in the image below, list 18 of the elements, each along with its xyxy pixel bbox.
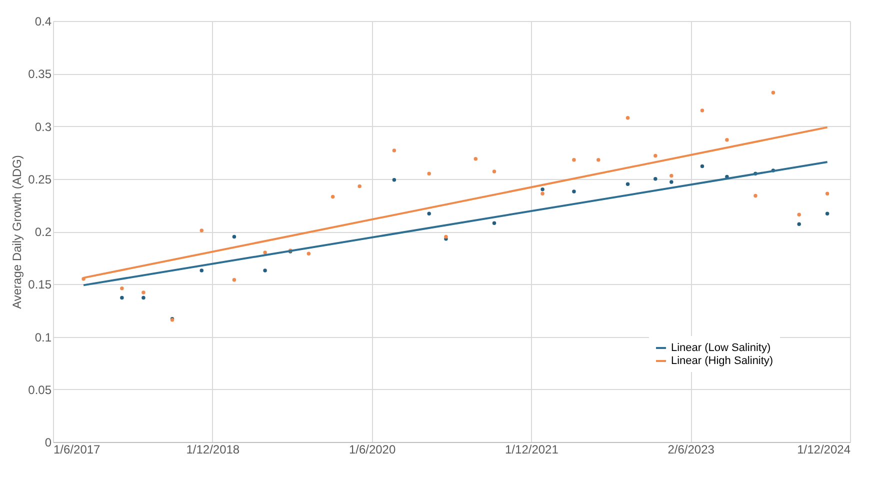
y-tick-label: 0.25 — [28, 172, 52, 186]
y-axis-title: Average Daily Growth (ADG) — [10, 155, 24, 309]
y-tick-label: 0.05 — [28, 382, 52, 397]
legend-label: Linear (Low Salinity) — [671, 342, 771, 354]
y-tick-label: 0.35 — [28, 67, 52, 82]
y-tick-label: 0.4 — [34, 14, 52, 28]
x-tick-label: 1/12/2018 — [186, 442, 240, 456]
legend-label: Linear (High Salinity) — [671, 355, 774, 367]
x-tick-label: 1/6/2020 — [348, 442, 396, 456]
x-tick-label: 1/12/2024 — [797, 442, 851, 456]
y-tick-label: 0 — [44, 436, 52, 450]
y-tick-label: 0.15 — [28, 278, 52, 292]
x-tick-label: 1/6/2017 — [54, 442, 101, 456]
x-tick-label: 1/12/2021 — [505, 442, 559, 456]
y-tick-label: 0.1 — [34, 330, 52, 344]
y-tick-label: 0.2 — [34, 225, 52, 239]
y-tick-label: 0.3 — [34, 120, 52, 134]
x-tick-label: 2/6/2023 — [668, 442, 715, 456]
